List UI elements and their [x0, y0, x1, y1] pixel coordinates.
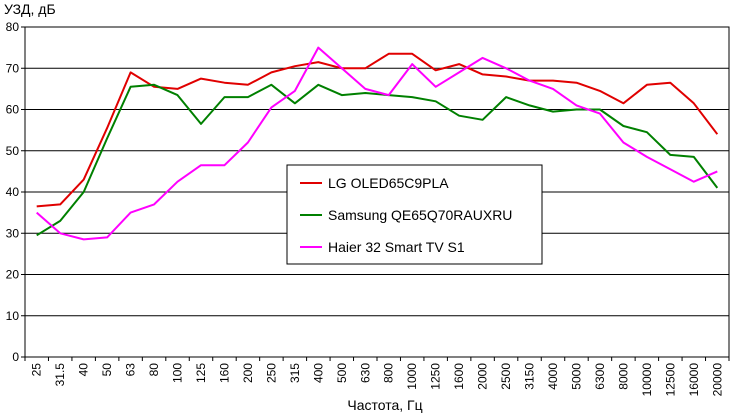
series-line-1 [36, 83, 719, 237]
legend-box [286, 164, 543, 265]
legend: LG OLED65C9PLA Samsung QE65Q70RAUXRU Haier… [286, 164, 543, 265]
y-axis-ticks: 0 10 20 30 40 50 60 70 80 [6, 20, 25, 364]
y-tick-label: 60 [6, 103, 20, 117]
x-tick-label: 2500 [499, 363, 513, 390]
x-tick-label: 400 [311, 363, 325, 383]
x-tick-label: 1600 [452, 363, 466, 390]
y-tick-label: 80 [6, 20, 20, 34]
x-axis-title: Частота, Гц [347, 397, 422, 413]
x-tick-label: 50 [100, 363, 114, 377]
x-tick-label: 125 [194, 363, 208, 383]
x-axis-ticks: 25 31.5 40 50 63 80 100 125 160 200 250 315 400 500 63… [24, 357, 730, 397]
series-lines [36, 46, 719, 241]
y-tick-label: 10 [6, 309, 20, 323]
x-tick-label: 500 [335, 363, 349, 383]
x-tick-label: 315 [288, 363, 302, 383]
x-tick-label: 3150 [523, 363, 537, 390]
x-tick-label: 1250 [429, 363, 443, 390]
x-tick-label: 80 [147, 363, 161, 377]
y-tick-label: 50 [6, 144, 20, 158]
x-tick-label: 100 [171, 363, 185, 383]
x-tick-label: 12500 [663, 363, 677, 397]
x-tick-label: 6300 [593, 363, 607, 390]
x-tick-label: 1000 [405, 363, 419, 390]
x-tick-label: 20000 [710, 363, 724, 397]
x-tick-label: 16000 [687, 363, 701, 397]
y-axis-title: УЗД, дБ [4, 1, 56, 17]
series-line-2 [36, 46, 718, 241]
x-tick-label: 630 [358, 363, 372, 383]
legend-label: Samsung QE65Q70RAUXRU [328, 207, 512, 223]
x-tick-label: 200 [241, 363, 255, 383]
x-tick-label: 4000 [546, 363, 560, 390]
y-tick-label: 70 [6, 61, 20, 75]
x-tick-label: 40 [77, 363, 91, 377]
plot-border [24, 26, 730, 358]
x-tick-label: 31.5 [53, 363, 67, 387]
x-tick-label: 63 [124, 363, 138, 377]
legend-label: LG OLED65C9PLA [328, 175, 449, 191]
x-tick-label: 5000 [569, 363, 583, 390]
x-tick-label: 25 [30, 363, 44, 377]
x-tick-label: 800 [382, 363, 396, 383]
x-tick-label: 250 [264, 363, 278, 383]
x-tick-label: 160 [217, 363, 231, 383]
x-tick-label: 2000 [476, 363, 490, 390]
y-tick-label: 40 [6, 185, 20, 199]
y-tick-label: 0 [12, 350, 19, 364]
legend-label: Haier 32 Smart TV S1 [328, 239, 465, 255]
x-tick-label: 10000 [640, 363, 654, 397]
y-tick-label: 30 [6, 226, 20, 240]
x-tick-label: 8000 [616, 363, 630, 390]
y-tick-label: 20 [6, 268, 20, 282]
